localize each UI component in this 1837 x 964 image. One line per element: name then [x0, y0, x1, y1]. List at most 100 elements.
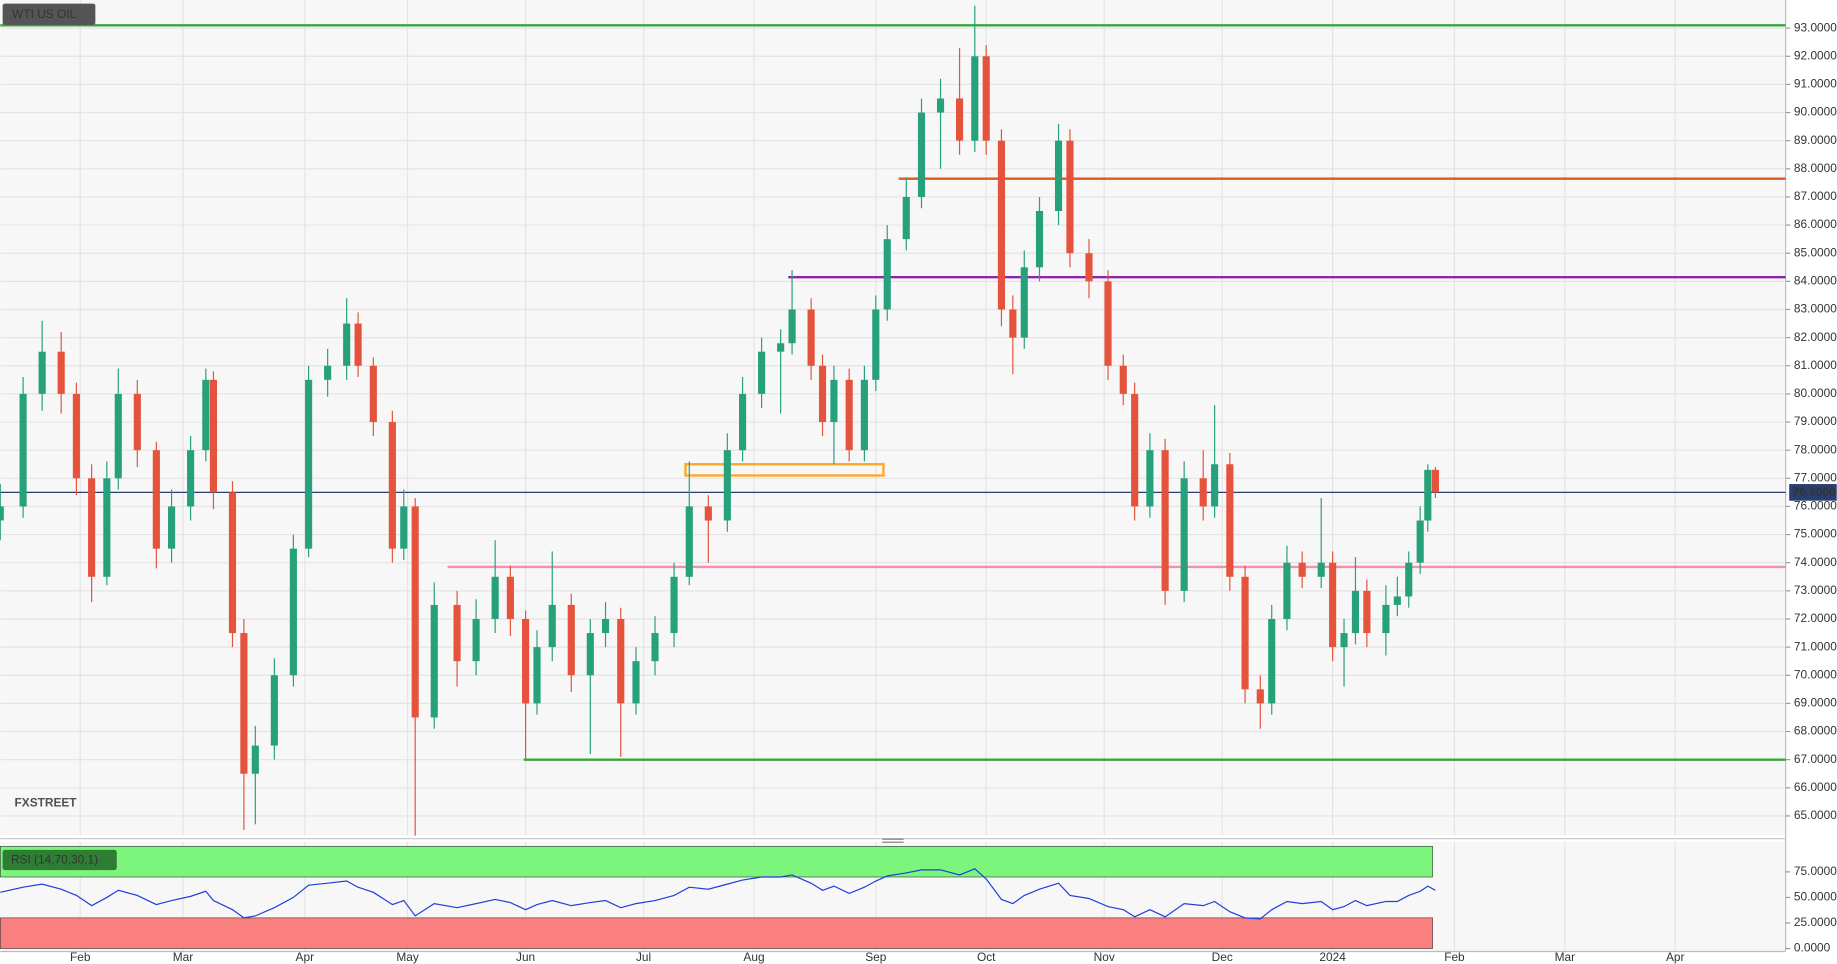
watermark: FXSTREET: [15, 796, 78, 810]
candle-body: [209, 379, 218, 493]
candle-body: [883, 239, 891, 310]
rsi-title-badge: [2, 849, 117, 871]
candle-body: [777, 343, 785, 352]
y-tick-label: 77.0000: [1794, 470, 1837, 484]
x-tick-label: Sep: [865, 950, 887, 964]
x-tick-label: Jun: [516, 950, 535, 964]
candle-body: [343, 323, 351, 366]
candle-body: [872, 309, 880, 380]
candle-body: [1268, 618, 1276, 704]
candle-body: [187, 450, 195, 507]
overbought-zone: [0, 846, 1433, 878]
candle-body: [830, 379, 838, 423]
candle-body: [1066, 140, 1074, 254]
candle-body: [1416, 520, 1424, 563]
x-tick-label: 2024: [1319, 950, 1346, 964]
candle-body: [632, 661, 640, 704]
candle-body: [354, 323, 362, 366]
candle-body: [1119, 365, 1127, 394]
x-tick-label: Feb: [70, 950, 91, 964]
rsi-title: RSI (14,70,30,1): [11, 853, 98, 867]
title-badge: [2, 3, 96, 25]
y-tick-label: 92.0000: [1794, 48, 1837, 62]
candle-body: [1363, 590, 1371, 634]
candle-body: [453, 604, 461, 662]
y-tick-label: 93.0000: [1794, 20, 1837, 34]
y-tick-label: 91.0000: [1794, 77, 1837, 91]
candle-body: [670, 576, 678, 634]
candle-body: [1211, 464, 1219, 507]
candle-body: [971, 56, 979, 141]
candle-body: [152, 450, 160, 549]
candle-body: [1020, 267, 1028, 338]
chart-title: WTI US OIL: [12, 7, 76, 21]
y-tick-label: 68.0000: [1794, 724, 1837, 738]
y-tick-label: 67.0000: [1794, 752, 1837, 766]
candle-body: [1085, 253, 1093, 282]
candle-body: [860, 379, 868, 451]
zone-box: [684, 463, 885, 477]
candle-body: [788, 309, 796, 344]
candle-body: [1329, 562, 1337, 648]
y-tick-label: 76.0000: [1794, 499, 1837, 513]
candle-body: [1241, 576, 1249, 690]
candle-body: [1226, 464, 1234, 577]
x-tick-label: Mar: [1555, 950, 1575, 964]
candle-body: [704, 506, 712, 521]
y-tick-label: 25.0000: [1794, 915, 1837, 929]
oversold-zone: [0, 917, 1433, 949]
price-panel: [0, 0, 1785, 836]
y-tick-label: 87.0000: [1794, 189, 1837, 203]
candle-body: [548, 604, 556, 648]
candle-body: [1382, 604, 1390, 634]
candle-body: [1161, 450, 1169, 591]
candle-body: [240, 633, 248, 774]
x-tick-label: Apr: [1666, 950, 1685, 964]
last-price-label: 76.5000: [1793, 485, 1836, 499]
y-tick-label: 85.0000: [1794, 245, 1837, 259]
x-tick-label: Apr: [296, 950, 315, 964]
candle-body: [202, 379, 210, 451]
candle-body: [1256, 689, 1264, 704]
candle-body: [917, 112, 926, 197]
candle-body: [1424, 469, 1432, 521]
candle-body: [739, 393, 747, 451]
x-tick-label: May: [396, 950, 418, 964]
y-tick-label: 69.0000: [1794, 696, 1837, 710]
y-tick-label: 79.0000: [1794, 414, 1837, 428]
last-price-badge: [1789, 484, 1837, 501]
y-tick-label: 89.0000: [1794, 133, 1837, 147]
candle-body: [522, 618, 530, 704]
candle-body: [601, 618, 610, 634]
candle-body: [1146, 450, 1154, 507]
candle-body: [289, 548, 297, 676]
x-tick-label: Aug: [743, 950, 764, 964]
candle-body: [567, 604, 575, 676]
candle-body: [1054, 140, 1063, 212]
candle-body: [430, 604, 438, 718]
y-tick-label: 66.0000: [1794, 780, 1837, 794]
candle-body: [651, 633, 659, 662]
y-tick-label: 70.0000: [1794, 667, 1837, 681]
candle-body: [1035, 211, 1044, 268]
candle-body: [88, 478, 96, 577]
candle-body: [1199, 478, 1207, 507]
candle-body: [72, 393, 80, 479]
candle-body: [1180, 478, 1188, 591]
y-tick-label: 78.0000: [1794, 442, 1837, 456]
y-tick-label: 90.0000: [1794, 105, 1837, 119]
y-tick-label: 74.0000: [1794, 555, 1837, 569]
y-tick-label: 82.0000: [1794, 330, 1837, 344]
x-tick-label: Nov: [1094, 950, 1115, 964]
y-tick-label: 83.0000: [1794, 302, 1837, 316]
y-tick-label: 50.0000: [1794, 890, 1837, 904]
candle-body: [902, 196, 910, 240]
candle-body: [1393, 596, 1401, 605]
candle-body: [982, 56, 990, 141]
y-tick-label: 84.0000: [1794, 273, 1837, 287]
candle-body: [1351, 590, 1360, 634]
y-tick-label: 65.0000: [1794, 808, 1837, 822]
candle-body: [388, 422, 396, 549]
